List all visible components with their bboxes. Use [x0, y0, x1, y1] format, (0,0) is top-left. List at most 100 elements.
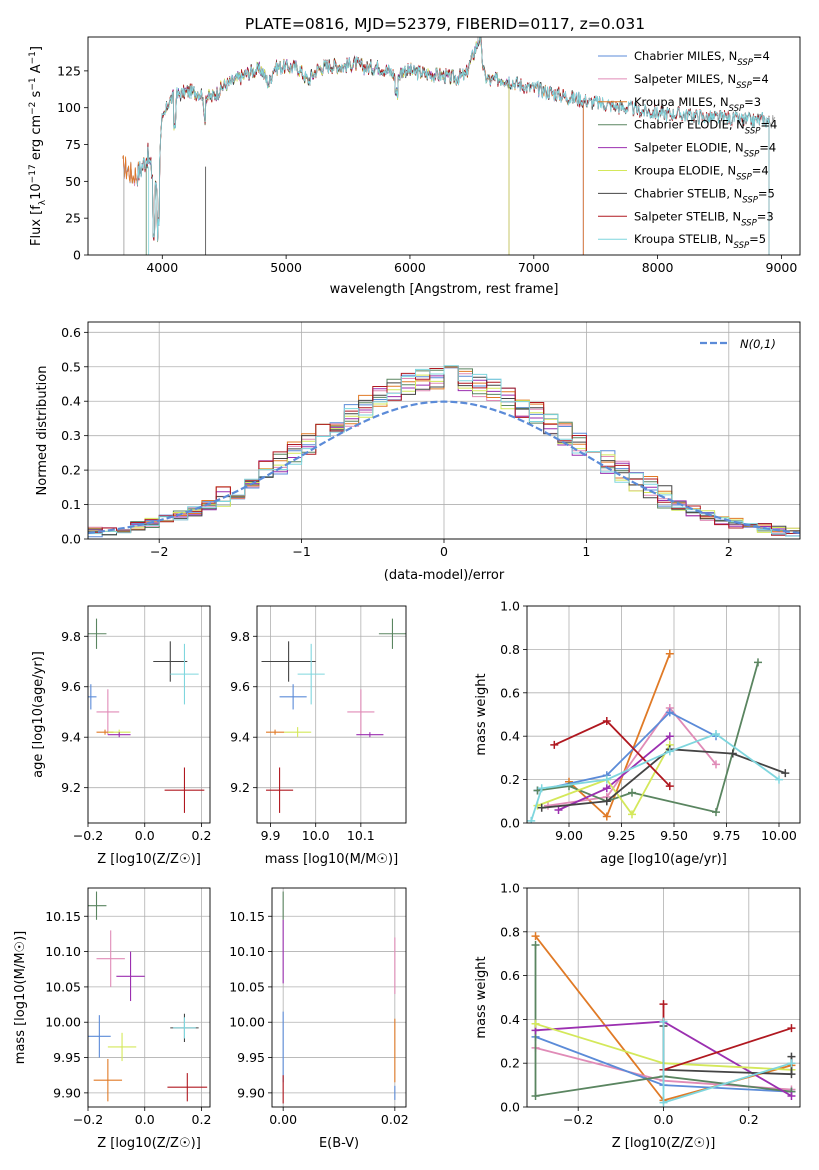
axes-frame: [526, 887, 801, 1108]
y-axis-label-part: Flux [f: [29, 205, 44, 246]
model-spectrum-line: [122, 37, 584, 255]
weight-marker: [554, 805, 563, 814]
y-tick-label: 10.10: [45, 944, 81, 959]
weight-series-line: [530, 732, 780, 822]
legend-label-part: =3: [757, 209, 774, 223]
y-axis-label: Normed distribution: [35, 366, 50, 496]
y-tick-label: 125: [57, 63, 81, 78]
y-axis-label: Flux [fλ10−17 erg cm−2 s−1 A−1]: [28, 46, 48, 246]
weight-marker: [602, 797, 611, 806]
legend-label-part: Salpeter STELIB, N: [634, 209, 741, 223]
y-axis-label-part: 10: [29, 183, 44, 200]
weight-marker: [602, 812, 611, 821]
mass-vs-metallicity-panel: −0.2 0.0 0.2 9.90 9.95 10.00 10.05 10.10 10.15 Z …: [13, 887, 212, 1151]
legend-label-part: Salpeter MILES, N: [634, 72, 736, 86]
x-tick-label: 2: [725, 544, 733, 559]
y-tick-label: 0.6: [500, 968, 520, 983]
x-tick-label: 7000: [518, 260, 550, 275]
x-tick-label: 4000: [146, 260, 178, 275]
figure-title: PLATE=0816, MJD=52379, FIBERID=0117, z=0…: [245, 15, 645, 33]
x-tick-label: 0.00: [269, 1112, 297, 1127]
weight-marker: [544, 801, 552, 810]
legend-label-part: Kroupa ELODIE, N: [634, 164, 736, 178]
x-tick-label: 1: [582, 544, 590, 559]
y-tick-label: 9.6: [230, 679, 250, 694]
x-axis-label: age [log10(age/yr)]: [600, 852, 727, 867]
weight-marker: [602, 717, 611, 726]
legend-label: N(0,1): [740, 337, 776, 351]
x-tick-label: 9.50: [660, 828, 688, 843]
y-tick-label: 0.2: [500, 772, 520, 787]
y-tick-label: 10.05: [229, 979, 265, 994]
x-tick-label: 0.0: [135, 1112, 155, 1127]
weight-marker: [531, 1092, 540, 1101]
y-axis-label: age [log10(age/yr)]: [31, 651, 46, 778]
y-tick-label: 0.1: [61, 497, 81, 512]
x-tick-label: 10.0: [302, 828, 330, 843]
y-tick-label: 9.95: [53, 1050, 81, 1065]
axes-frame: [87, 36, 801, 256]
y-tick-label: 10.00: [45, 1015, 81, 1030]
weight-marker: [537, 803, 546, 812]
weight-marker: [628, 788, 636, 797]
legend-label-subscript: SSP: [736, 81, 752, 91]
x-axis-label: E(B-V): [319, 1136, 359, 1151]
legend-label-part: =4: [753, 49, 770, 63]
residual-histogram-panel: −2 −1 0 1 2 0.0 0.1 0.2 0.3 0.4 0.5 0.6 (data-model)…: [35, 321, 801, 583]
legend-label-part: Kroupa MILES, N: [634, 95, 729, 109]
y-tick-label: 9.90: [237, 1085, 265, 1100]
y-tick-label: 9.90: [53, 1085, 81, 1100]
y-tick-label: 0.0: [500, 816, 520, 831]
y-tick-label: 0.3: [61, 428, 81, 443]
y-tick-label: 10.00: [229, 1015, 265, 1030]
x-tick-label: −0.2: [563, 1112, 593, 1127]
x-axis-label: (data-model)/error: [384, 568, 505, 583]
y-tick-label: 9.2: [230, 780, 250, 795]
weight-marker: [754, 658, 762, 667]
weight-marker: [787, 1092, 796, 1101]
legend-label-part: Chabrier STELIB, N: [634, 186, 742, 200]
x-tick-label: 9000: [766, 260, 798, 275]
age-vs-metallicity-panel: −0.2 0.0 0.2 9.2 9.4 9.6 9.8 Z [log10(Z/Z☉)] age…: [31, 605, 211, 867]
y-axis-label-part: s: [29, 90, 44, 101]
spectrum-panel: 4000 5000 6000 7000 8000 9000 0 25 50 75 100 125 wav…: [28, 36, 801, 297]
plot-area: [88, 365, 800, 539]
legend-label-part: Chabrier ELODIE, N: [634, 118, 745, 132]
weight-marker: [659, 1098, 668, 1107]
axes-frame: [271, 887, 407, 1108]
weight-marker: [537, 784, 546, 793]
legend-label: Salpeter ELODIE, NSSP=4: [634, 141, 776, 160]
legend-label-part: =4: [760, 118, 777, 132]
weight-marker: [531, 932, 540, 941]
x-tick-label: 9.25: [608, 828, 636, 843]
x-tick-label: 0.2: [739, 1112, 759, 1127]
weight-marker: [728, 749, 737, 758]
x-axis-label: mass [log10(M/M☉)]: [265, 852, 398, 867]
y-tick-label: 75: [65, 137, 81, 152]
weight-marker: [712, 808, 720, 817]
x-tick-label: 9.75: [713, 828, 741, 843]
axes-frame: [87, 887, 211, 1108]
y-axis-label: mass weight: [474, 673, 489, 755]
weight-marker: [550, 740, 559, 749]
x-tick-label: −0.2: [73, 828, 103, 843]
x-tick-label: 0.2: [192, 1112, 212, 1127]
axes-frame: [87, 605, 211, 824]
x-tick-label: 9.00: [555, 828, 583, 843]
x-axis-label: Z [log10(Z/Z☉)]: [97, 1136, 201, 1151]
weight-marker: [665, 747, 674, 756]
histogram-step-line: [88, 365, 800, 539]
model-spectrum-line: [137, 37, 770, 255]
y-tick-label: 1.0: [500, 881, 520, 896]
y-tick-label: 9.4: [61, 730, 81, 745]
y-tick-label: 100: [57, 100, 81, 115]
weight-series-line: [537, 744, 671, 816]
weight-marker: [602, 784, 611, 793]
y-axis-label-part: λ: [38, 199, 48, 205]
age-vs-mass-panel: 9.9 10.0 10.1 9.2 9.4 9.6 9.8 mass [log10(M/M☉)…: [230, 605, 407, 867]
legend-label-part: Chabrier MILES, N: [634, 49, 737, 63]
model-spectrum-line: [122, 37, 584, 255]
normal-reference-curve: [88, 400, 800, 535]
legend-label-part: =3: [744, 95, 761, 109]
x-axis-label: wavelength [Angstrom, rest frame]: [330, 282, 559, 297]
